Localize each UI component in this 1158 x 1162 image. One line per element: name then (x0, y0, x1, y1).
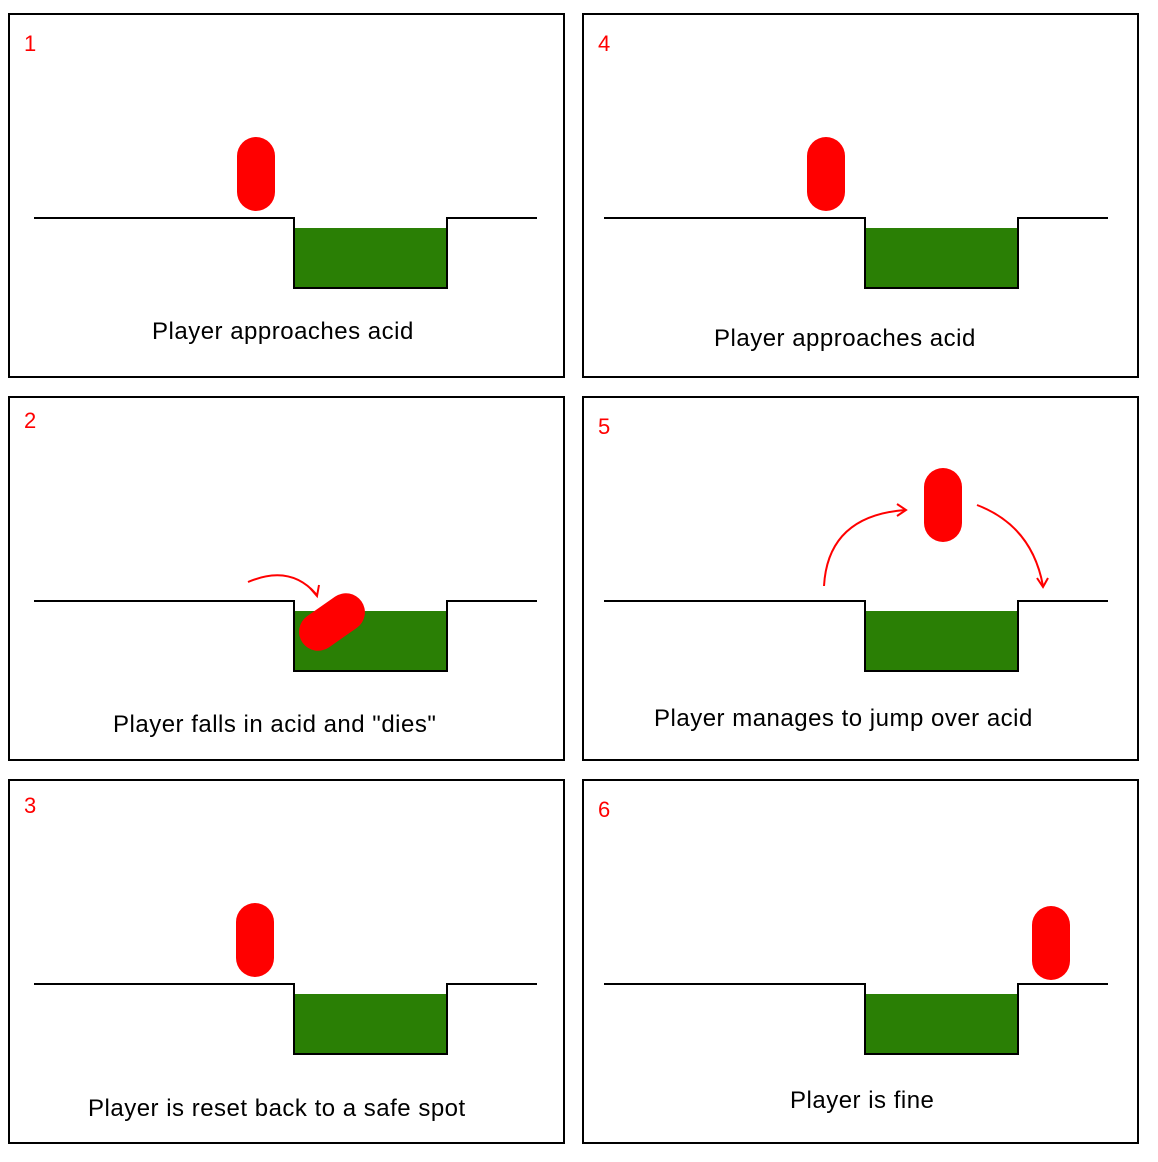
panel-4: 4 Player approaches acid (582, 13, 1139, 378)
scene (34, 574, 537, 672)
acid-pool (866, 994, 1017, 1053)
panel-caption: Player approaches acid (714, 325, 976, 352)
acid-pool (866, 611, 1017, 670)
panel-caption: Player approaches acid (152, 318, 414, 345)
scene (34, 903, 537, 1055)
jump-arrow-down (976, 504, 1044, 587)
scene (34, 137, 537, 289)
player (807, 137, 845, 211)
panel-number: 1 (24, 31, 37, 56)
panel-caption: Player manages to jump over acid (654, 705, 1033, 732)
acid-pool (295, 994, 446, 1053)
player (236, 903, 274, 977)
jump-arrow-up-head (896, 503, 908, 517)
fall-arrow (247, 574, 317, 595)
panel-5: 5 Player manages to jump over acid (582, 396, 1139, 761)
panel-3: 3 Player is reset back to a safe spot (8, 779, 565, 1144)
scene (604, 137, 1108, 289)
jump-arrow-down-head (1036, 577, 1049, 589)
scene (604, 468, 1108, 672)
acid-pool (866, 228, 1017, 287)
player (924, 468, 962, 542)
ground-line (34, 983, 537, 1055)
player (237, 137, 275, 211)
ground-line (604, 217, 1108, 289)
panel-number: 2 (24, 408, 37, 433)
ground-line (604, 600, 1108, 672)
acid-pool (295, 228, 446, 287)
panel-number: 3 (24, 793, 37, 818)
panel-6: 6 Player is fine (582, 779, 1139, 1144)
ground-line (604, 983, 1108, 1055)
panel-2: 2 Player falls in acid and "dies" (8, 396, 565, 761)
player (1032, 906, 1070, 980)
panel-caption: Player falls in acid and "dies" (113, 711, 437, 738)
ground-line (34, 217, 537, 289)
panel-caption: Player is reset back to a safe spot (88, 1095, 466, 1122)
panel-number: 5 (598, 414, 611, 439)
player (299, 593, 365, 651)
jump-arrow-up (823, 509, 906, 587)
panel-caption: Player is fine (790, 1087, 935, 1114)
ground-line (34, 600, 537, 672)
fall-arrow-head (309, 584, 320, 599)
panel-1: 1 Player approaches acid (8, 13, 565, 378)
panel-number: 4 (598, 31, 611, 56)
scene (604, 906, 1108, 1055)
panel-number: 6 (598, 797, 611, 822)
